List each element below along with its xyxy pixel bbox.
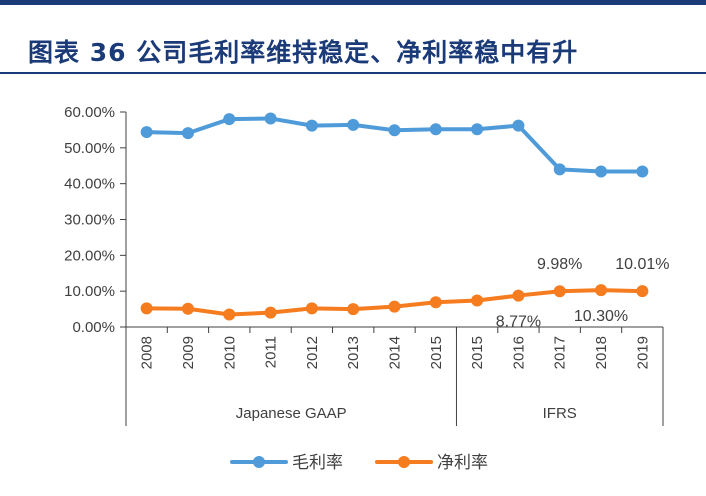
data-label: 10.01% [615,256,669,273]
x-tick-label: 2009 [180,336,197,369]
data-point [223,113,236,126]
data-point [223,308,236,321]
x-tick-label: 2016 [510,336,527,369]
chart-title: 图表 36 公司毛利率维持稳定、净利率稳中有升 [28,38,579,67]
data-point [429,123,442,136]
data-point [636,285,649,298]
data-point [388,300,401,313]
x-tick-label: 2019 [634,336,651,369]
data-point [305,302,318,315]
y-tick-label: 40.00% [64,176,115,193]
data-label: 8.77% [496,314,541,331]
data-point [595,284,608,297]
data-label: 9.98% [537,256,582,273]
data-point [429,296,442,309]
data-point [181,127,194,140]
data-point [264,306,277,319]
data-point [595,165,608,178]
data-point [140,302,153,315]
data-point [347,118,360,131]
top-accent-bar [0,0,706,5]
legend-label: 净利率 [437,453,488,473]
data-point [471,294,484,307]
data-point [347,303,360,316]
data-point [140,126,153,139]
data-point [181,302,194,315]
data-point [512,289,525,302]
group-label: Japanese GAAP [236,405,347,422]
x-tick-label: 2008 [139,336,156,369]
y-tick-label: 0.00% [72,319,115,336]
x-tick-label: 2013 [345,336,362,369]
y-tick-label: 60.00% [64,104,115,121]
data-point [553,285,566,298]
legend-swatch-marker [398,456,410,468]
data-point [553,163,566,176]
data-point [636,165,649,178]
data-point [305,119,318,132]
x-tick-label: 2018 [593,336,610,369]
x-tick-label: 2015 [469,336,486,369]
legend-label: 毛利率 [292,453,343,473]
y-tick-label: 10.00% [64,283,115,300]
y-tick-label: 20.00% [64,247,115,264]
legend-swatch-marker [253,456,265,468]
group-label: IFRS [543,405,577,422]
x-tick-label: 2010 [221,336,238,369]
x-tick-label: 2017 [552,336,569,369]
x-tick-label: 2011 [263,336,280,368]
y-tick-label: 30.00% [64,212,115,229]
data-point [512,119,525,132]
x-tick-label: 2014 [387,336,404,369]
data-label: 10.30% [574,308,628,325]
x-tick-label: 2012 [304,336,321,369]
data-point [264,112,277,125]
data-point [471,123,484,136]
x-tick-label: 2015 [428,336,445,369]
title-underline [0,72,706,74]
y-tick-label: 50.00% [64,140,115,157]
data-point [388,124,401,137]
